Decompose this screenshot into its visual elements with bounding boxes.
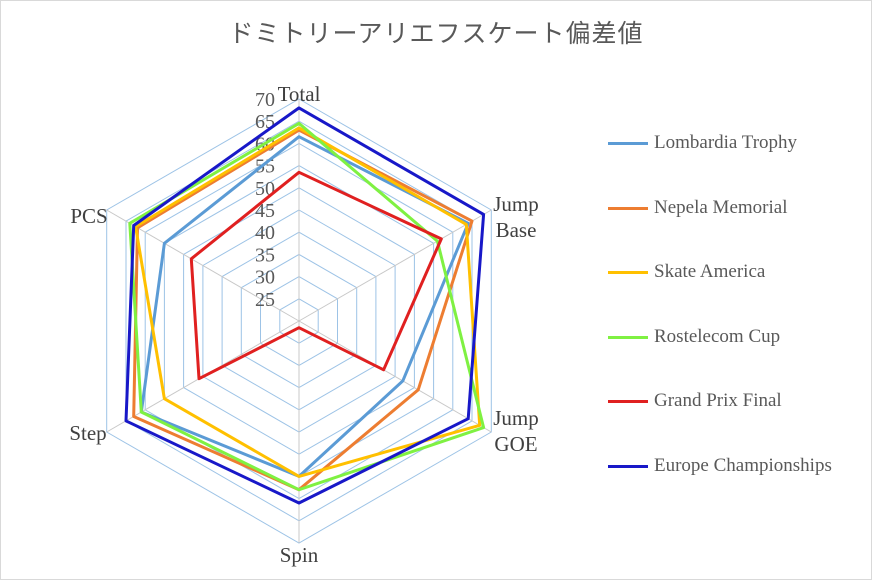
series-line [189,170,443,381]
legend-item: Europe Championships [608,453,844,478]
tick-label: 35 [255,244,275,266]
legend-swatch [608,400,648,403]
legend-item: Lombardia Trophy [608,130,844,155]
tick-label: 65 [255,111,275,133]
legend-item: Skate America [608,259,844,284]
chart-title: ドミトリーアリエフスケート偏差値 [228,19,644,48]
grid-spoke [298,209,492,322]
axis-label: Total [278,82,321,106]
series-line [124,106,486,505]
legend-swatch [608,465,648,468]
legend-item: Nepela Memorial [608,195,844,220]
series-line [128,121,486,492]
axis-label: Step [69,421,106,445]
legend-item: Grand Prix Final [608,388,844,413]
grid-spoke [298,320,492,433]
tick-label: 70 [255,89,275,111]
legend-label: Europe Championships [654,455,832,476]
series-line [132,128,474,492]
tick-label: 25 [255,289,275,311]
axis-label: Jump GOE [493,406,539,456]
legend-item: Rostelecom Cup [608,324,844,349]
legend-label: Grand Prix Final [654,390,782,411]
legend-label: Skate America [654,261,766,282]
series-group [124,106,486,505]
axis-label: PCS [70,204,107,228]
legend-swatch [608,336,648,339]
legend-swatch [608,207,648,210]
axis-labels: Total Jump Base Jump GOE Spin Step PCS [69,82,538,567]
legend-label: Nepela Memorial [654,197,788,218]
legend-label: Rostelecom Cup [654,326,781,347]
legend-label: Lombardia Trophy [654,132,798,153]
tick-label: 30 [255,267,275,289]
axis-label: Jump Base [493,192,539,242]
legend-swatch [608,271,648,274]
legend-swatch [608,142,648,145]
series-line [134,126,482,478]
tick-label: 50 [255,178,275,200]
tick-label: 45 [255,200,275,222]
axis-label: Spin [280,543,319,567]
tick-label: 40 [255,222,275,244]
